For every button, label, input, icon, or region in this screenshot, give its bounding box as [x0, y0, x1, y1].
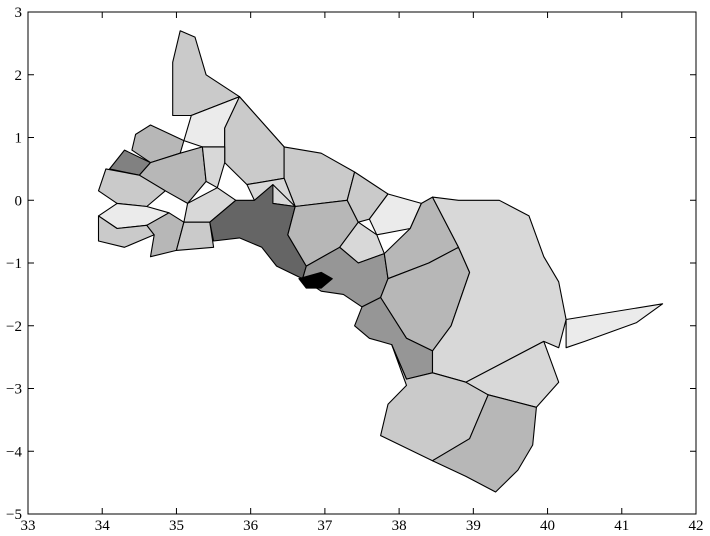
region-26	[298, 271, 333, 289]
y-tick-label: 1	[15, 131, 23, 147]
x-axis: 33 34 35 36 37 38 39 40 41 42	[21, 12, 704, 534]
map-regions	[97, 30, 664, 493]
y-axis: −5 −4 −3 −2 −1 0 1 2 3	[6, 5, 696, 523]
y-tick-label: 3	[15, 5, 23, 21]
y-tick-label: −2	[6, 319, 22, 335]
x-tick-label: 33	[21, 518, 36, 534]
y-tick-label: −4	[6, 444, 22, 460]
x-tick-label: 40	[540, 518, 555, 534]
region-15	[175, 221, 215, 251]
region-20	[368, 193, 422, 236]
region-29	[465, 340, 560, 408]
region-27	[431, 196, 567, 383]
y-tick-label: 0	[15, 193, 23, 209]
x-tick-label: 39	[466, 518, 481, 534]
x-tick-label: 37	[317, 518, 333, 534]
x-tick-label: 34	[95, 518, 111, 534]
x-tick-label: 42	[689, 518, 704, 534]
x-tick-label: 38	[392, 518, 407, 534]
y-tick-label: −3	[6, 382, 22, 398]
y-tick-label: −5	[6, 507, 22, 523]
y-tick-label: −1	[6, 256, 22, 272]
y-tick-label: 2	[15, 68, 23, 84]
region-30	[431, 394, 537, 493]
region-31	[565, 303, 664, 349]
x-tick-label: 36	[243, 518, 259, 534]
x-tick-label: 35	[169, 518, 184, 534]
x-tick-label: 41	[614, 518, 629, 534]
region-9	[201, 146, 226, 189]
